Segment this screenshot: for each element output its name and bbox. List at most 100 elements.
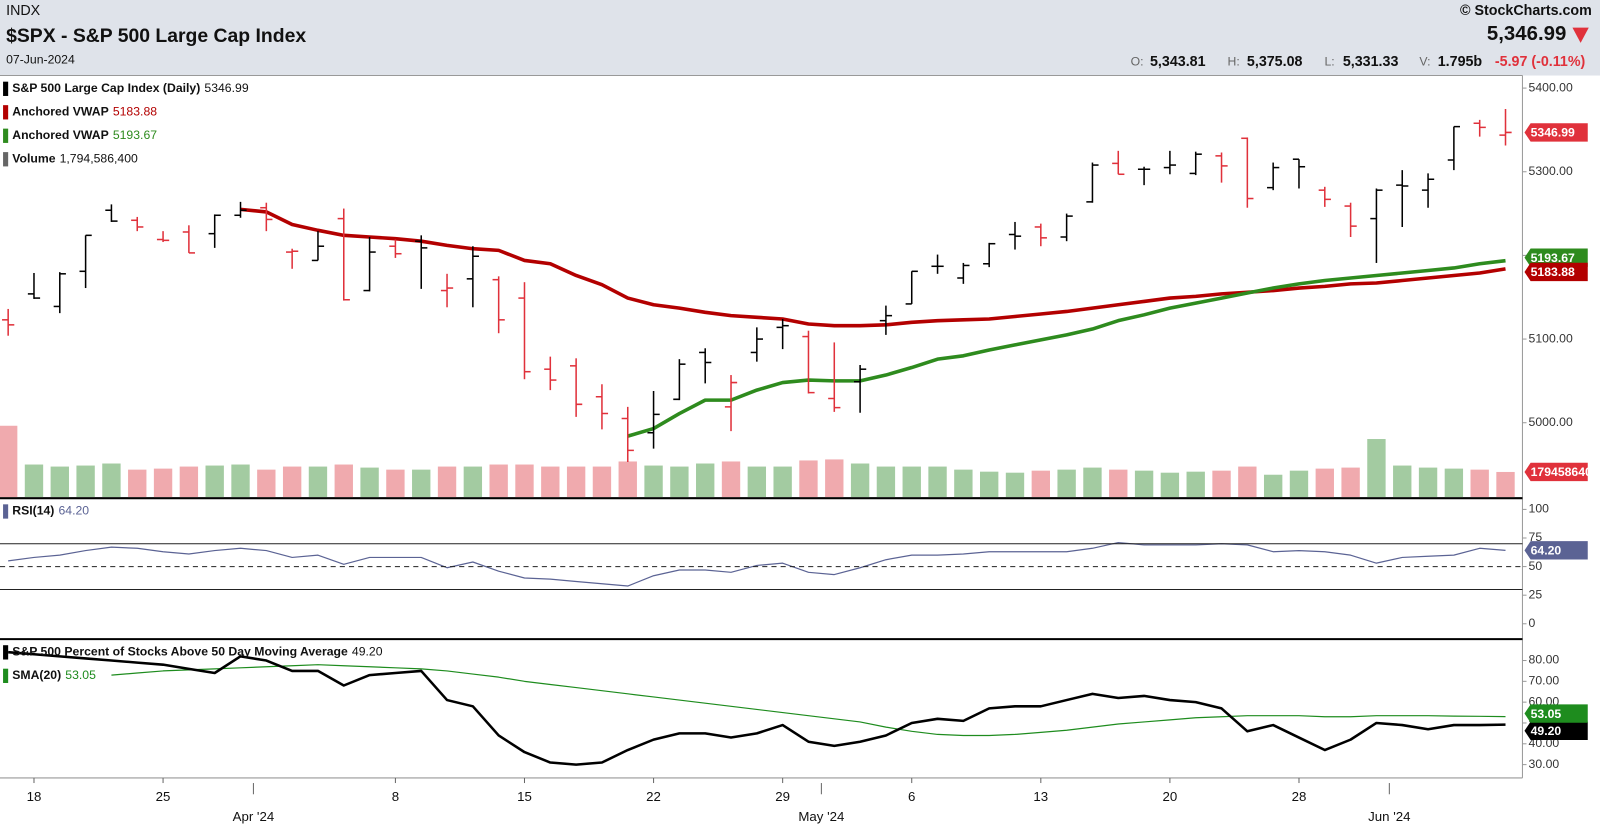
volume-bar <box>1315 468 1334 498</box>
legend-name: SMA(20) <box>12 668 61 682</box>
volume-bar <box>644 465 663 498</box>
legend-name: RSI(14) <box>12 504 54 518</box>
volume-bar <box>721 461 741 498</box>
volume-bar <box>670 466 689 498</box>
legend-value: 53.05 <box>65 668 96 682</box>
value-tag-label: 5346.99 <box>1531 126 1575 140</box>
volume-bar <box>541 466 560 498</box>
legend-name: S&P 500 Large Cap Index (Daily) <box>12 81 200 95</box>
volume-bar <box>179 466 199 498</box>
legend-entry: S&P 500 Percent of Stocks Above 50 Day M… <box>12 645 382 659</box>
legend-swatch <box>3 81 9 96</box>
change: -5.97 (-0.11%) <box>1495 54 1586 70</box>
volume-bar <box>747 466 767 498</box>
volume-bar <box>1341 467 1360 498</box>
x-tick-label: 13 <box>1033 789 1048 804</box>
volume-bar <box>1496 471 1515 498</box>
legend-entry: Anchored VWAP 5193.67 <box>12 128 157 142</box>
date: 07-Jun-2024 <box>6 52 75 66</box>
legend-entry: RSI(14) 64.20 <box>12 504 89 518</box>
volume-bar <box>308 466 328 498</box>
volume-bar <box>1057 469 1076 498</box>
value-tag-label: 49.20 <box>1531 724 1562 738</box>
volume-bar <box>902 466 921 498</box>
y-tick-label: 100 <box>1529 502 1550 516</box>
legend-value: 5193.67 <box>113 128 157 142</box>
quote-label: O: <box>1131 55 1144 69</box>
volume-bar <box>257 469 276 498</box>
volume-bar <box>1238 466 1257 498</box>
volume-bar <box>850 463 870 498</box>
x-tick-label: 15 <box>517 789 532 804</box>
x-month-label: Jun '24 <box>1368 809 1410 824</box>
value-tag <box>1524 123 1588 142</box>
volume-bar <box>0 425 18 498</box>
exchange: INDX <box>6 3 41 19</box>
value-tag <box>1524 721 1588 740</box>
y-tick-label: 80.00 <box>1529 653 1560 667</box>
header-bg <box>0 0 1600 76</box>
volume-bar <box>1418 467 1438 498</box>
value-tag <box>1524 541 1588 560</box>
y-tick-label: 0 <box>1529 616 1536 630</box>
y-tick-label: 75 <box>1529 530 1543 544</box>
x-tick-label: 29 <box>775 789 790 804</box>
volume-bar <box>334 464 353 498</box>
legend-value: 5346.99 <box>204 81 248 95</box>
quote-value: 5,331.33 <box>1343 54 1399 70</box>
volume-bar <box>876 466 896 498</box>
quote-label: V: <box>1419 55 1430 69</box>
volume-bar <box>566 466 586 498</box>
volume-bar <box>1393 465 1412 498</box>
legend-entry: SMA(20) 53.05 <box>12 668 96 682</box>
volume-bar <box>463 466 483 498</box>
value-tag-label: 53.05 <box>1531 707 1562 721</box>
volume-bar <box>282 466 302 498</box>
legend-name: Volume <box>12 151 55 165</box>
volume-bar <box>1367 439 1386 498</box>
legend-swatch <box>3 152 9 167</box>
legend-swatch <box>3 128 9 143</box>
volume-bar <box>954 469 973 498</box>
volume-bar <box>1444 468 1464 498</box>
title: $SPX - S&P 500 Large Cap Index <box>6 25 306 47</box>
value-tag <box>1524 462 1588 482</box>
legend-name: S&P 500 Percent of Stocks Above 50 Day M… <box>12 645 348 659</box>
x-tick-label: 25 <box>156 789 171 804</box>
volume-bar <box>1212 470 1231 498</box>
down-arrow <box>1572 27 1589 43</box>
volume-bar <box>205 465 224 498</box>
x-month-label: Apr '24 <box>233 809 275 824</box>
volume-bar <box>128 469 147 498</box>
volume-bar <box>928 466 947 498</box>
vwap-line <box>240 207 1506 328</box>
value-tag <box>1524 704 1588 723</box>
volume-bar <box>1134 470 1154 498</box>
x-tick-label: 28 <box>1292 789 1307 804</box>
value-tag-label: 1794586400 <box>1531 465 1599 479</box>
volume-bar <box>1031 470 1050 498</box>
vwap-line <box>627 258 1506 438</box>
legend-value: 1,794,586,400 <box>60 151 138 165</box>
y-tick-label: 5100.00 <box>1529 331 1573 345</box>
volume-bar <box>1263 474 1283 498</box>
panel <box>8 650 1506 766</box>
panel <box>0 108 1515 498</box>
volume-bar <box>696 463 715 498</box>
volume-bar <box>1289 470 1309 498</box>
volume-bar <box>773 466 792 498</box>
value-tag <box>1524 262 1588 282</box>
volume-bar <box>1005 472 1025 498</box>
volume-bar <box>386 469 405 498</box>
x-tick-label: 20 <box>1163 789 1178 804</box>
volume-bar <box>1160 472 1180 498</box>
legend-swatch <box>3 645 9 660</box>
volume-bar <box>592 466 612 498</box>
legend-swatch <box>3 668 9 683</box>
volume-bar <box>360 467 379 498</box>
y-tick-label: 50 <box>1529 559 1543 573</box>
y-tick-label: 30.00 <box>1529 757 1560 771</box>
y-tick-label: 5000.00 <box>1529 415 1573 429</box>
